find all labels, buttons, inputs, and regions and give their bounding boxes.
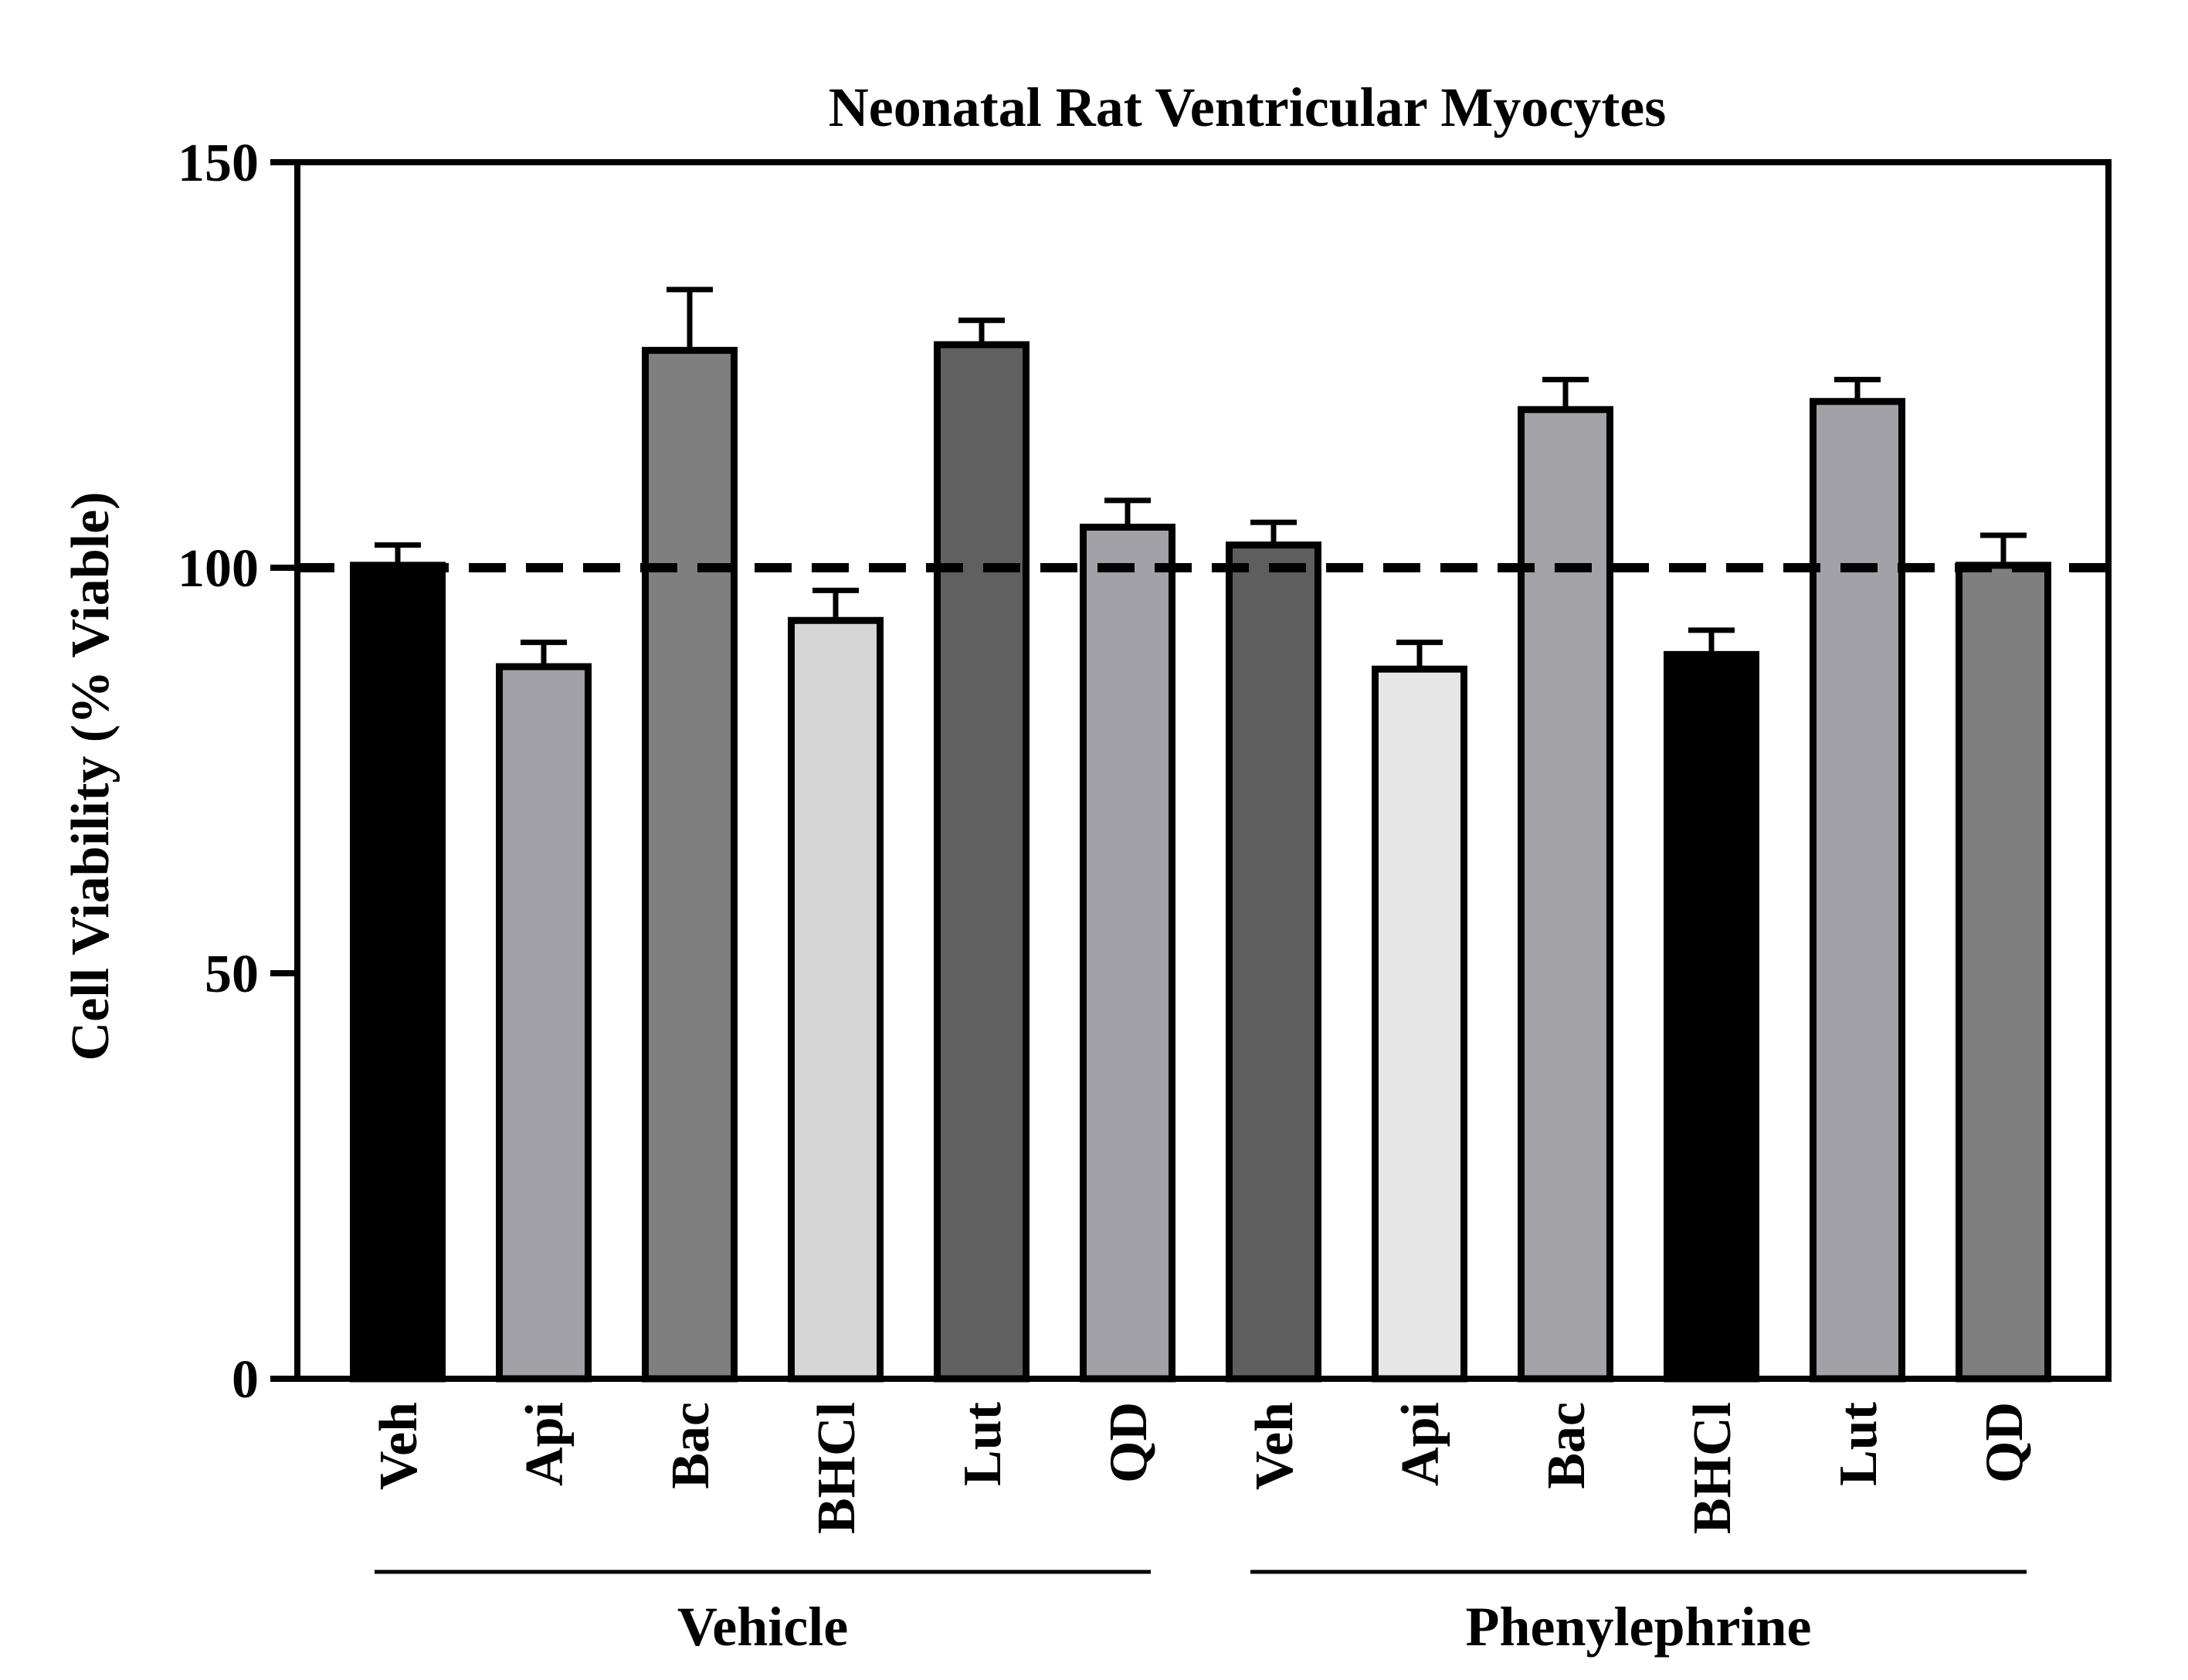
x-tick-label-4: BHCl [807,1402,867,1534]
bar-8 [1372,665,1467,1383]
bar-5 [934,341,1030,1383]
bar-10 [1664,650,1759,1383]
x-tick-label-8: Api [1391,1402,1450,1486]
bar-3 [642,347,738,1383]
bar-6 [1080,524,1175,1383]
bar-2 [496,663,592,1383]
bar-7 [1226,541,1321,1383]
bar-11 [1810,398,1905,1383]
y-tick-label-150: 150 [178,134,259,193]
y-tick-label-100: 100 [178,539,259,599]
chart-title: Neonatal Rat Ventricular Myocytes [829,76,1667,138]
bars-layer [350,341,2051,1383]
error-bars-layer [375,287,2027,670]
group-labels: Vehicle Phenylephrine [375,1570,2027,1658]
bar-1 [350,562,446,1383]
y-tick-label-0: 0 [232,1350,259,1410]
x-tick-label-5: Lut [953,1402,1013,1486]
x-tick-label-9: Bac [1537,1402,1596,1489]
group-label-2: Phenylephrine [1465,1596,1811,1658]
x-tick-label-12: QD [1975,1402,2034,1483]
y-axis-label: Cell Viability (% Viable) [61,492,120,1061]
plot-frame [294,159,2112,1382]
x-tick-label-7: Veh [1245,1402,1304,1490]
bar-4 [788,616,884,1383]
y-axis: 0 50 100 150 [178,134,297,1410]
x-axis-labels: Veh Api Bac BHCl Lut QD Veh Api Bac BHCl Lut QD [369,1402,2034,1534]
x-tick-label-11: Lut [1829,1402,1888,1486]
bar-12 [1956,562,2051,1383]
x-tick-label-10: BHCl [1683,1402,1742,1534]
group-label-1: Vehicle [677,1596,848,1658]
y-tick-label-50: 50 [205,945,259,1004]
bar-9 [1518,406,1613,1383]
x-tick-label-3: Bac [661,1402,721,1489]
x-tick-label-1: Veh [369,1402,429,1490]
x-tick-label-2: Api [515,1402,575,1486]
x-tick-label-6: QD [1099,1402,1158,1483]
